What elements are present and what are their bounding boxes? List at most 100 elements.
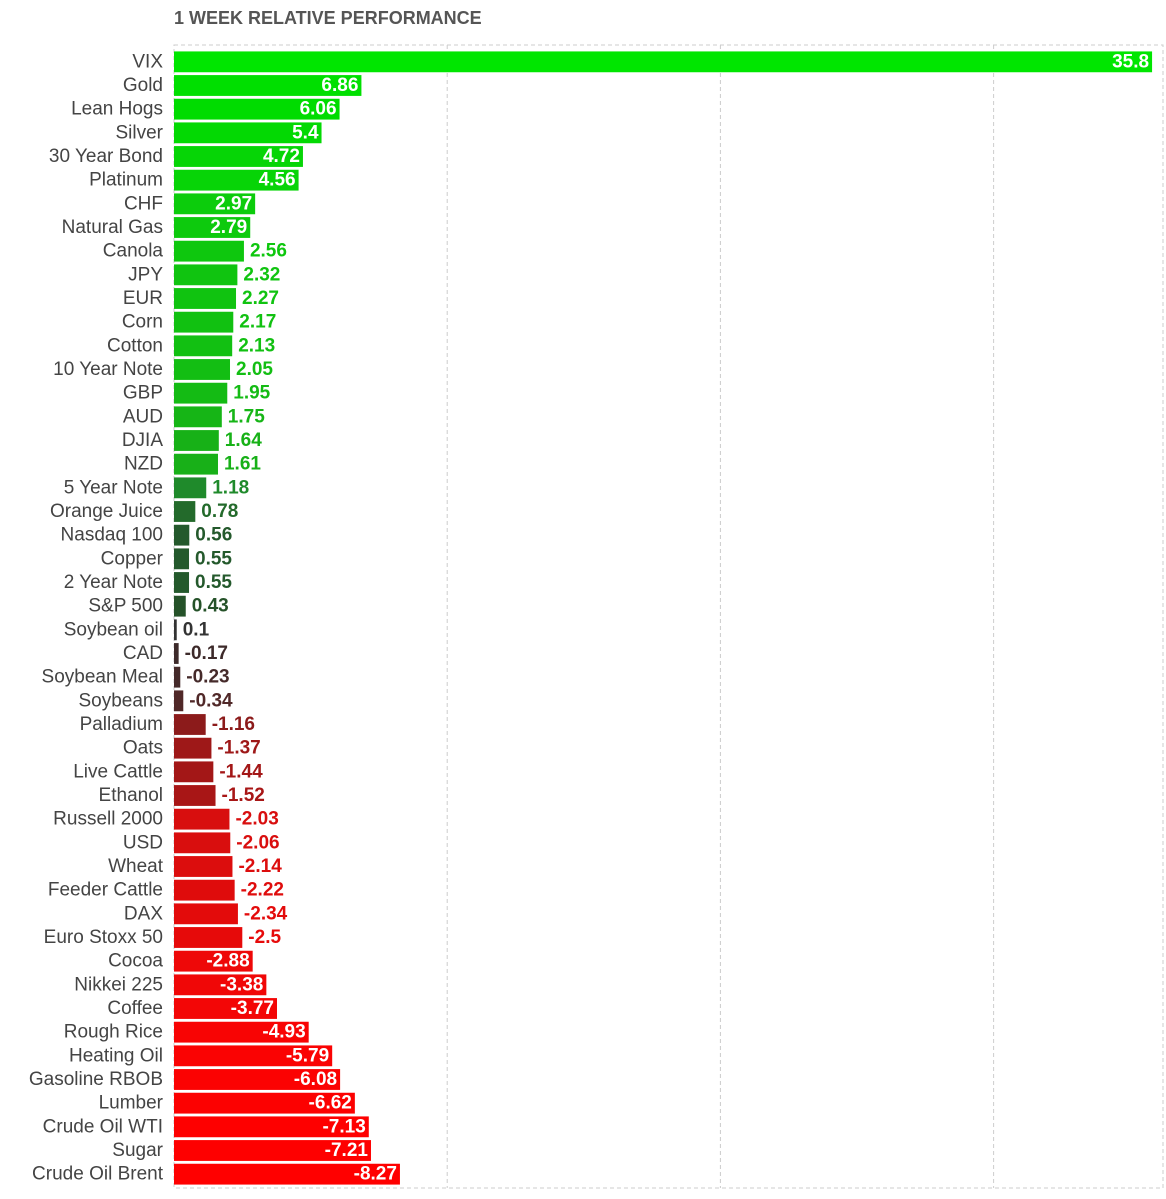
category-label: Canola	[103, 241, 164, 262]
bar	[174, 217, 251, 238]
value-label: 0.78	[201, 501, 238, 522]
bar	[174, 974, 267, 996]
category-label: Soybean Meal	[42, 667, 163, 688]
bar	[174, 359, 231, 380]
category-label: NZD	[124, 454, 163, 475]
value-label: -4.93	[262, 1022, 305, 1043]
value-label: 2.97	[215, 193, 252, 214]
bar	[174, 761, 214, 783]
category-label: Nikkei 225	[74, 974, 163, 995]
value-label: -2.14	[238, 856, 282, 877]
category-label: Copper	[101, 548, 164, 569]
category-label: Palladium	[80, 714, 163, 735]
category-label: Orange Juice	[50, 501, 163, 522]
category-label: Euro Stoxx 50	[44, 927, 163, 948]
category-label: Wheat	[108, 856, 164, 877]
value-label: -0.34	[189, 690, 233, 711]
bar	[174, 477, 207, 499]
category-label: Corn	[122, 312, 163, 333]
bar	[174, 524, 190, 546]
bar	[174, 785, 216, 806]
bar	[174, 453, 218, 475]
value-label: -2.06	[236, 832, 279, 853]
bar	[174, 264, 238, 286]
value-label: 5.4	[292, 122, 319, 143]
category-label: Silver	[115, 122, 163, 143]
bar	[174, 1021, 309, 1043]
value-label: -2.88	[206, 951, 249, 972]
category-label: Live Cattle	[73, 761, 163, 782]
category-label: 2 Year Note	[64, 572, 163, 593]
value-label: 1.61	[224, 454, 261, 475]
bar	[174, 927, 243, 948]
bar	[174, 501, 196, 522]
plot-frame	[173, 44, 1164, 1189]
bar	[174, 193, 256, 215]
value-label: -2.03	[235, 809, 278, 830]
category-label: Coffee	[107, 998, 163, 1019]
category-label: S&P 500	[88, 596, 163, 617]
bar	[174, 51, 1153, 73]
value-label: -1.44	[219, 761, 263, 782]
bar	[174, 406, 222, 428]
category-label: DAX	[124, 903, 163, 924]
category-label: GBP	[123, 383, 163, 404]
value-label: -1.52	[222, 785, 265, 806]
value-label: 2.56	[250, 241, 287, 262]
value-label: 4.56	[259, 170, 296, 191]
category-label: AUD	[123, 406, 163, 427]
value-label: -8.27	[354, 1164, 397, 1185]
value-label: 2.79	[210, 217, 247, 238]
value-label: 2.27	[242, 288, 279, 309]
bar	[174, 122, 322, 144]
value-label: 0.55	[195, 572, 232, 593]
value-label: 2.17	[239, 312, 276, 333]
category-label: Cocoa	[108, 951, 163, 972]
value-label: -0.23	[186, 667, 229, 688]
value-label: -7.13	[322, 1116, 365, 1137]
bar	[174, 1045, 333, 1067]
bar	[174, 737, 212, 759]
category-label: Crude Oil Brent	[32, 1164, 164, 1185]
value-label: 6.06	[300, 99, 337, 120]
bar	[174, 666, 181, 688]
bar	[174, 75, 362, 96]
category-label: Nasdaq 100	[61, 525, 163, 546]
value-label: -6.62	[309, 1093, 352, 1114]
bar	[174, 98, 340, 120]
value-label: 2.32	[243, 264, 280, 285]
category-label: DJIA	[122, 430, 164, 451]
bar	[174, 288, 237, 309]
bar	[174, 382, 228, 404]
bar	[174, 169, 299, 191]
bar	[174, 998, 277, 1019]
value-label: 2.13	[238, 335, 275, 356]
category-label: Lean Hogs	[71, 99, 163, 120]
bar	[174, 430, 219, 451]
value-label: -6.08	[294, 1069, 337, 1090]
bar	[174, 856, 233, 877]
category-label: Soybeans	[78, 690, 163, 711]
value-label: -2.22	[241, 880, 284, 901]
value-label: 35.8	[1112, 51, 1149, 72]
value-label: 4.72	[263, 146, 300, 167]
category-label: Sugar	[112, 1140, 163, 1161]
value-label: 1.18	[212, 477, 249, 498]
bar	[174, 146, 303, 167]
value-label: 1.75	[228, 406, 265, 427]
category-label: USD	[123, 832, 163, 853]
value-label: 0.56	[195, 525, 232, 546]
category-label: Rough Rice	[64, 1022, 163, 1043]
category-label: Gasoline RBOB	[29, 1069, 163, 1090]
value-label: -1.16	[212, 714, 255, 735]
value-label: 6.86	[321, 75, 358, 96]
category-label: Soybean oil	[64, 619, 163, 640]
chart-title: 1 WEEK RELATIVE PERFORMANCE	[174, 8, 482, 28]
bar	[174, 240, 244, 262]
value-label: -2.34	[244, 903, 288, 924]
value-label: 2.05	[236, 359, 273, 380]
category-label: Natural Gas	[62, 217, 163, 238]
bar	[174, 1116, 369, 1138]
category-label: Crude Oil WTI	[43, 1116, 163, 1137]
